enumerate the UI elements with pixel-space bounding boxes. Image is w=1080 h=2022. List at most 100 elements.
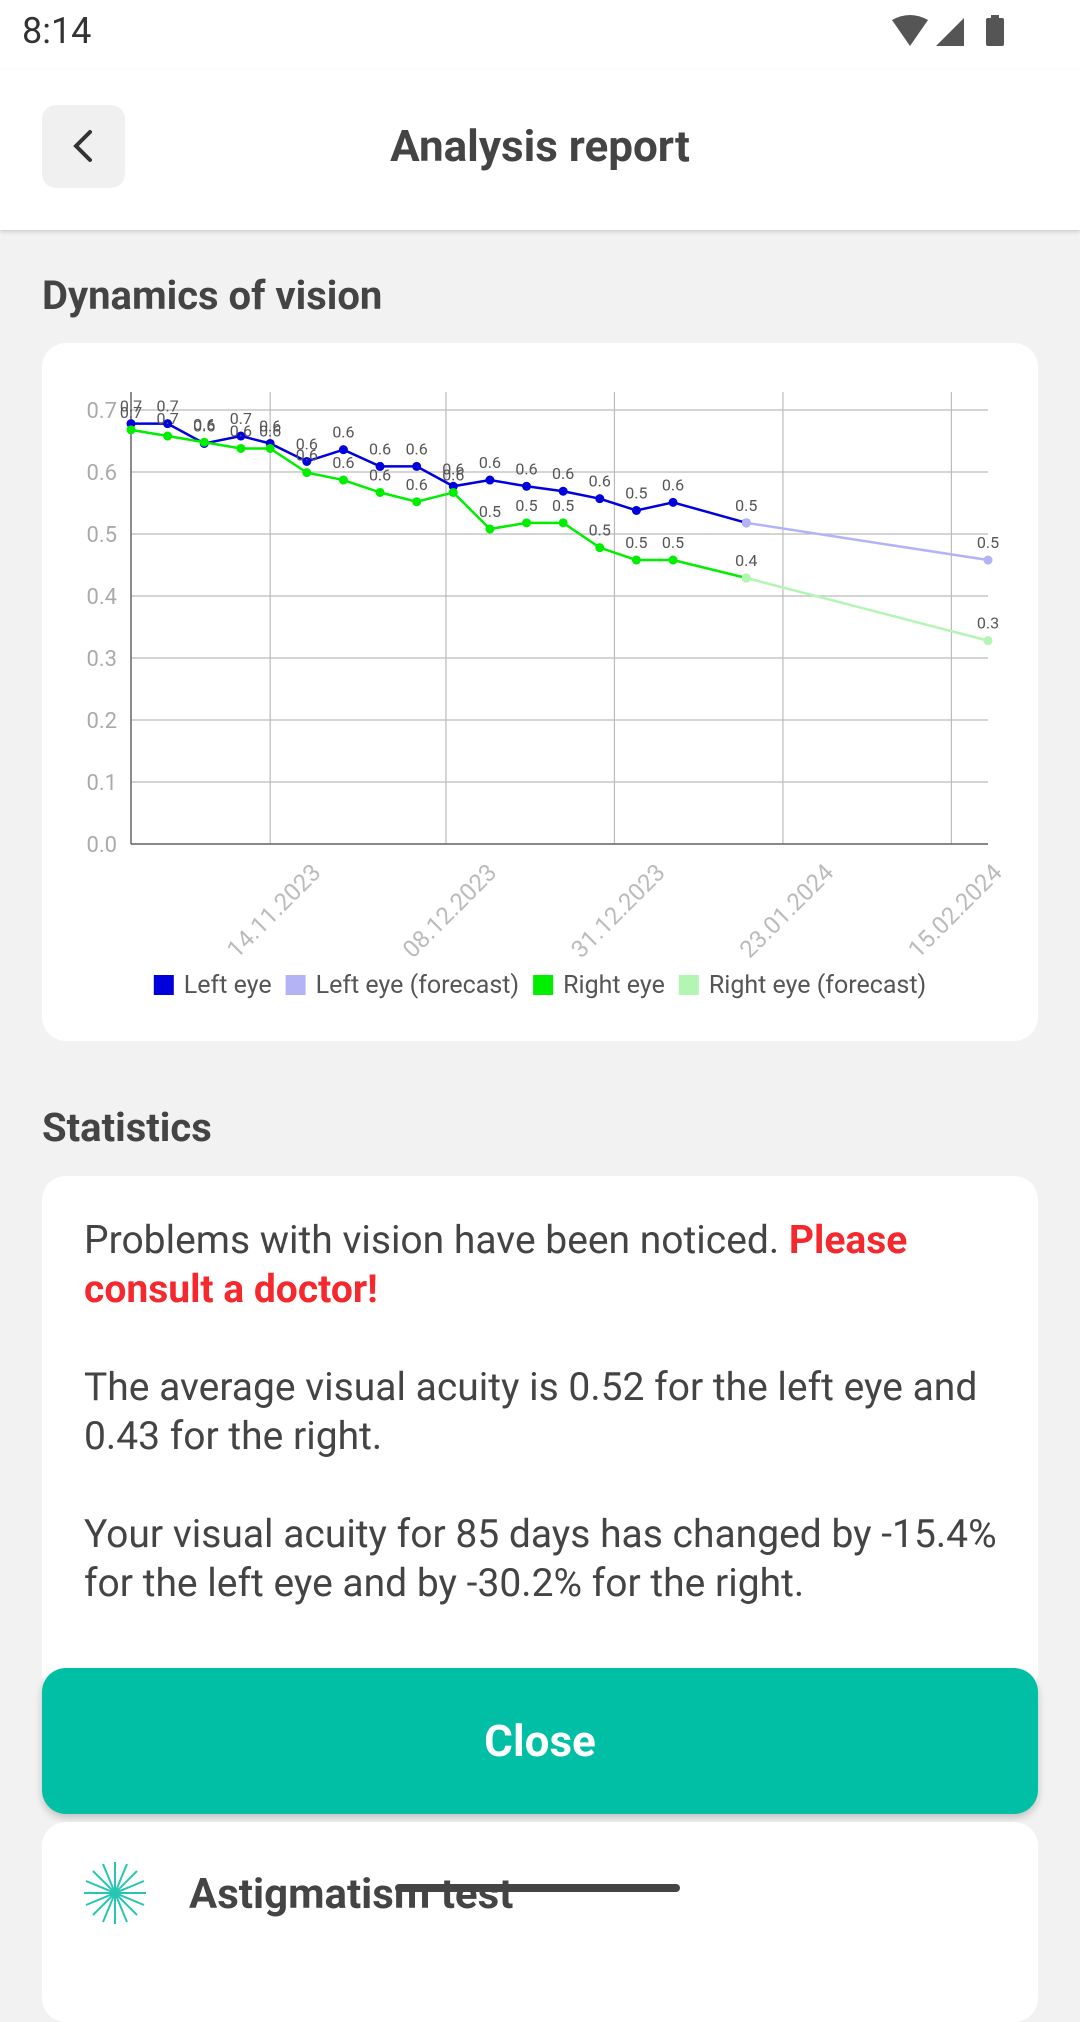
- data-point: [302, 468, 312, 478]
- y-tick-label: 0.7: [86, 399, 117, 424]
- y-tick-label: 0.1: [86, 771, 117, 796]
- test-title: Astigmatism test: [189, 1870, 514, 1919]
- data-point: [265, 443, 275, 453]
- back-button[interactable]: [42, 105, 125, 188]
- test-icon: [84, 1862, 146, 1924]
- statistics-text: Your visual acuity for 85 days has chang…: [84, 1511, 997, 1606]
- data-point: [741, 518, 751, 528]
- data-label: 0.6: [332, 453, 354, 472]
- data-label: 0.5: [625, 533, 647, 552]
- data-point: [595, 543, 605, 553]
- warning-text: Please consult a doctor!: [84, 1217, 908, 1312]
- data-point: [338, 475, 348, 485]
- data-label: 0.6: [479, 453, 501, 472]
- data-point: [631, 555, 641, 565]
- data-point: [668, 555, 678, 565]
- series-line: [745, 576, 989, 642]
- data-point: [375, 461, 385, 471]
- data-point: [983, 636, 993, 646]
- data-point: [485, 475, 495, 485]
- data-point: [983, 555, 993, 565]
- data-label: 0.5: [515, 496, 537, 515]
- close-button[interactable]: Close: [42, 1668, 1038, 1814]
- data-label: 0.6: [296, 434, 318, 453]
- x-tick-label: 15.02.2024: [903, 858, 1008, 963]
- data-label: 0.6: [442, 459, 464, 478]
- legend-label: Left eye (forecast): [316, 971, 520, 1000]
- data-point: [522, 518, 532, 528]
- data-label: 0.6: [589, 472, 611, 491]
- series-line: [746, 521, 989, 562]
- section-title: Statistics: [42, 1104, 212, 1151]
- status-icons: [892, 15, 1004, 46]
- data-label: 0.7: [120, 403, 142, 422]
- data-label: 0.5: [479, 502, 501, 521]
- data-label: 0.6: [406, 475, 428, 494]
- y-tick-label: 0.6: [86, 461, 117, 486]
- data-label: 0.6: [406, 439, 428, 458]
- data-point: [126, 419, 136, 429]
- data-label: 0.5: [735, 496, 757, 515]
- data-label: 0.5: [625, 483, 647, 502]
- series-line: [131, 422, 747, 525]
- legend-label: Left eye: [184, 971, 272, 1000]
- screen-title: Analysis report: [390, 120, 690, 172]
- data-label: 0.6: [230, 421, 252, 440]
- data-label: 0.6: [442, 465, 464, 484]
- data-label: 0.6: [662, 475, 684, 494]
- statistics-text: The average visual acuity is 0.52 for th…: [84, 1364, 978, 1459]
- data-point: [485, 524, 495, 534]
- data-label: 0.6: [259, 421, 281, 440]
- data-label: 0.6: [332, 423, 354, 442]
- x-tick-label: 14.11.2023: [221, 858, 326, 963]
- x-tick-label: 23.01.2024: [734, 858, 839, 963]
- data-label: 0.5: [552, 496, 574, 515]
- test-card[interactable]: Astigmatism test: [42, 1822, 1038, 2022]
- data-point: [302, 456, 312, 466]
- data-point: [236, 443, 246, 453]
- data-label: 0.6: [193, 416, 215, 435]
- data-label: 0.6: [296, 446, 318, 465]
- series-line: [130, 428, 747, 580]
- data-label: 0.6: [552, 464, 574, 483]
- chart-card: 0.0 0.1 0.2 0.3 0.4 0.5 0.6 0.7 14.11.2023 08.12.…: [42, 343, 1038, 1041]
- data-point: [412, 461, 422, 471]
- data-label: 0.7: [230, 409, 252, 428]
- data-point: [199, 437, 209, 447]
- y-tick-label: 0.2: [86, 709, 117, 734]
- data-point: [668, 497, 678, 507]
- y-tick-label: 0.0: [86, 833, 117, 858]
- data-label: 0.3: [977, 614, 999, 633]
- data-point: [448, 481, 458, 491]
- legend-swatch: [678, 975, 699, 995]
- data-label: 0.7: [157, 397, 179, 416]
- data-point: [522, 481, 532, 491]
- data-label: 0.4: [735, 551, 757, 570]
- y-tick-label: 0.4: [86, 585, 117, 610]
- data-label: 0.7: [120, 397, 142, 416]
- data-label: 0.5: [662, 533, 684, 552]
- data-label: 0.5: [977, 533, 999, 552]
- data-label: 0.6: [369, 439, 391, 458]
- data-point: [126, 425, 136, 435]
- app-header: Analysis report: [0, 70, 1080, 230]
- chart: 0.00.10.20.30.40.50.60.714.11.2023 08.12.…: [86, 392, 1008, 1000]
- y-tick-label: 0.3: [86, 647, 117, 672]
- data-point: [448, 487, 458, 497]
- data-label: 0.5: [589, 521, 611, 540]
- data-label: 0.6: [515, 459, 537, 478]
- legend-label: Right eye: [563, 971, 665, 1000]
- data-label: 0.6: [369, 465, 391, 484]
- statistics-card: Problems with vision have been noticed. …: [42, 1176, 1038, 1696]
- legend-label: Right eye (forecast): [709, 971, 926, 1000]
- data-point: [631, 505, 641, 515]
- data-point: [375, 487, 385, 497]
- statistics-text: Problems with vision have been noticed. …: [84, 1216, 1014, 1314]
- data-point: [558, 486, 568, 496]
- status-time: 8:14: [22, 10, 92, 52]
- x-tick-label: 31.12.2023: [566, 858, 671, 963]
- data-point: [236, 431, 246, 441]
- data-label: 0.6: [259, 416, 281, 435]
- y-tick-label: 0.5: [86, 523, 117, 548]
